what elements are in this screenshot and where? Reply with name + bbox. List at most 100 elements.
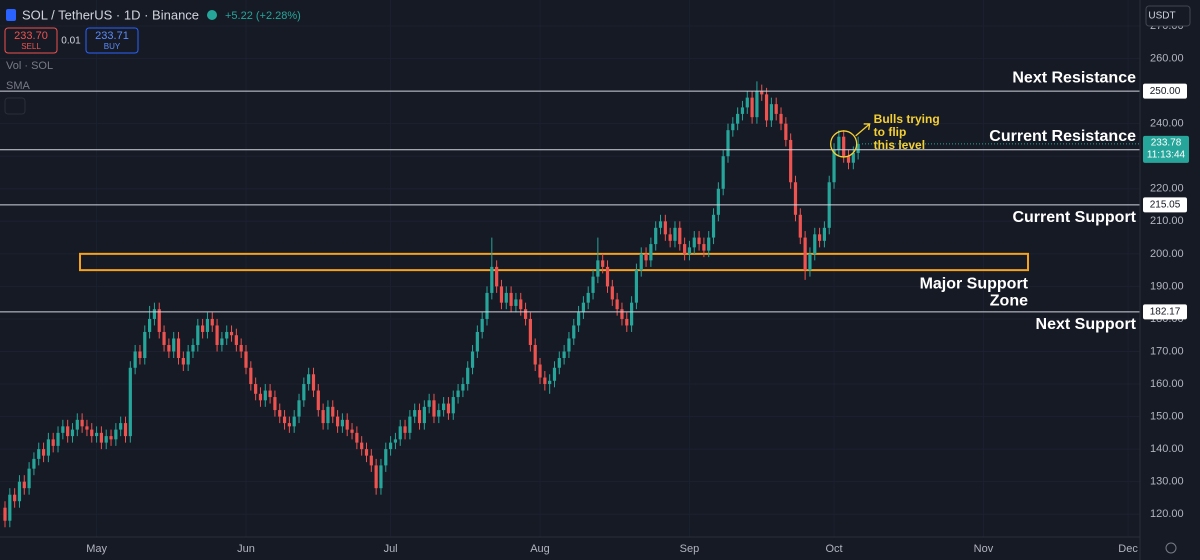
candle-body	[417, 410, 422, 424]
candle-body	[191, 344, 195, 352]
candle-body	[369, 455, 373, 466]
candle-body	[543, 377, 547, 385]
candle-body	[707, 237, 711, 251]
y-tick-label: 240.00	[1150, 118, 1184, 130]
candle-body	[769, 104, 773, 121]
header: SOL / TetherUS · 1D · Binance +5.22 (+2.…	[4, 5, 1191, 554]
candle-body	[711, 214, 716, 238]
x-tick-label: Sep	[680, 543, 700, 555]
candle-body	[716, 188, 720, 215]
candle-body	[596, 260, 600, 277]
candle-body	[66, 426, 70, 437]
x-tick-label: Aug	[530, 543, 550, 555]
candle-body	[220, 338, 224, 345]
candle-body	[485, 292, 489, 319]
candle-body	[630, 302, 634, 326]
y-tick-label: 120.00	[1150, 508, 1184, 520]
status-dot	[207, 10, 217, 20]
candle-body	[297, 400, 301, 417]
candle-body	[509, 292, 513, 306]
indicator-label: Vol · SOL	[6, 60, 53, 72]
candle-body	[56, 432, 60, 446]
price-change: +5.22 (+2.28%)	[225, 10, 301, 22]
candle-body	[13, 494, 17, 502]
candle-body	[181, 358, 185, 365]
candle-body	[687, 247, 692, 254]
y-tick-label: 220.00	[1150, 183, 1184, 195]
candle-body	[750, 97, 754, 118]
candle-body	[842, 136, 846, 157]
candle-body	[466, 367, 470, 385]
candle-body	[760, 91, 764, 95]
candle-body	[80, 419, 84, 427]
candle-body	[162, 331, 166, 345]
y-tick-label: 170.00	[1150, 345, 1184, 357]
candle-body	[673, 227, 677, 241]
candle-body	[360, 442, 364, 450]
candle-body	[625, 318, 629, 326]
candle-body	[697, 237, 701, 245]
buy-button[interactable]	[85, 27, 139, 54]
last-price-label: 233.78	[1151, 138, 1182, 149]
candle-body	[832, 149, 836, 183]
candle-body	[480, 318, 484, 332]
candle-body	[789, 139, 793, 183]
candle-body	[702, 244, 706, 251]
candle-body	[123, 423, 128, 437]
candle-body	[538, 364, 542, 378]
candle-body	[311, 374, 316, 391]
candle-body	[254, 384, 258, 394]
candle-body	[817, 234, 822, 241]
candle-body	[340, 419, 344, 427]
candle-body	[740, 107, 745, 114]
candle-body	[148, 318, 152, 332]
currency-button[interactable]	[1145, 5, 1191, 27]
candle-body	[736, 113, 740, 124]
candle-body	[331, 406, 335, 417]
candle-body	[586, 292, 590, 303]
candle-body	[345, 419, 349, 430]
candle-body	[104, 436, 108, 443]
candle-body	[210, 318, 214, 326]
candle-body	[3, 507, 7, 521]
candle-body	[408, 416, 412, 433]
collapse-button[interactable]	[4, 97, 26, 115]
candle-body	[427, 400, 431, 407]
candle-body	[17, 481, 22, 502]
candle-body	[649, 244, 653, 261]
symbol-icon	[6, 9, 16, 21]
settings-icon[interactable]	[1165, 542, 1177, 554]
candle-body	[99, 432, 103, 443]
candle-body	[721, 156, 725, 189]
candle-body	[307, 374, 311, 385]
candle-body	[528, 318, 532, 345]
annotation-text: Bulls trying	[874, 112, 940, 126]
y-tick-label: 160.00	[1150, 378, 1184, 390]
x-tick-label: Jul	[384, 543, 398, 555]
candle-body	[138, 351, 142, 358]
last-price-tag	[1143, 135, 1189, 163]
y-tick-label: 140.00	[1150, 443, 1184, 455]
candle-body	[37, 449, 41, 459]
annotation-text: this level	[874, 138, 925, 152]
candle-body	[114, 429, 118, 440]
candle-body	[389, 442, 393, 450]
candle-body	[196, 325, 200, 345]
x-tick-label: May	[86, 543, 107, 555]
candle-body	[779, 113, 783, 124]
candle-body	[172, 338, 176, 352]
candle-body	[51, 439, 55, 446]
candle-body	[90, 429, 94, 437]
candle-body	[683, 244, 687, 254]
candle-body	[552, 367, 557, 381]
candle-body	[822, 227, 826, 241]
sell-button[interactable]	[4, 27, 58, 54]
candle-body	[205, 318, 210, 332]
candle-body	[234, 335, 238, 345]
candle-body	[273, 397, 277, 411]
price-tag	[1143, 83, 1187, 99]
candle-body	[610, 286, 614, 300]
candle-body	[620, 309, 624, 319]
